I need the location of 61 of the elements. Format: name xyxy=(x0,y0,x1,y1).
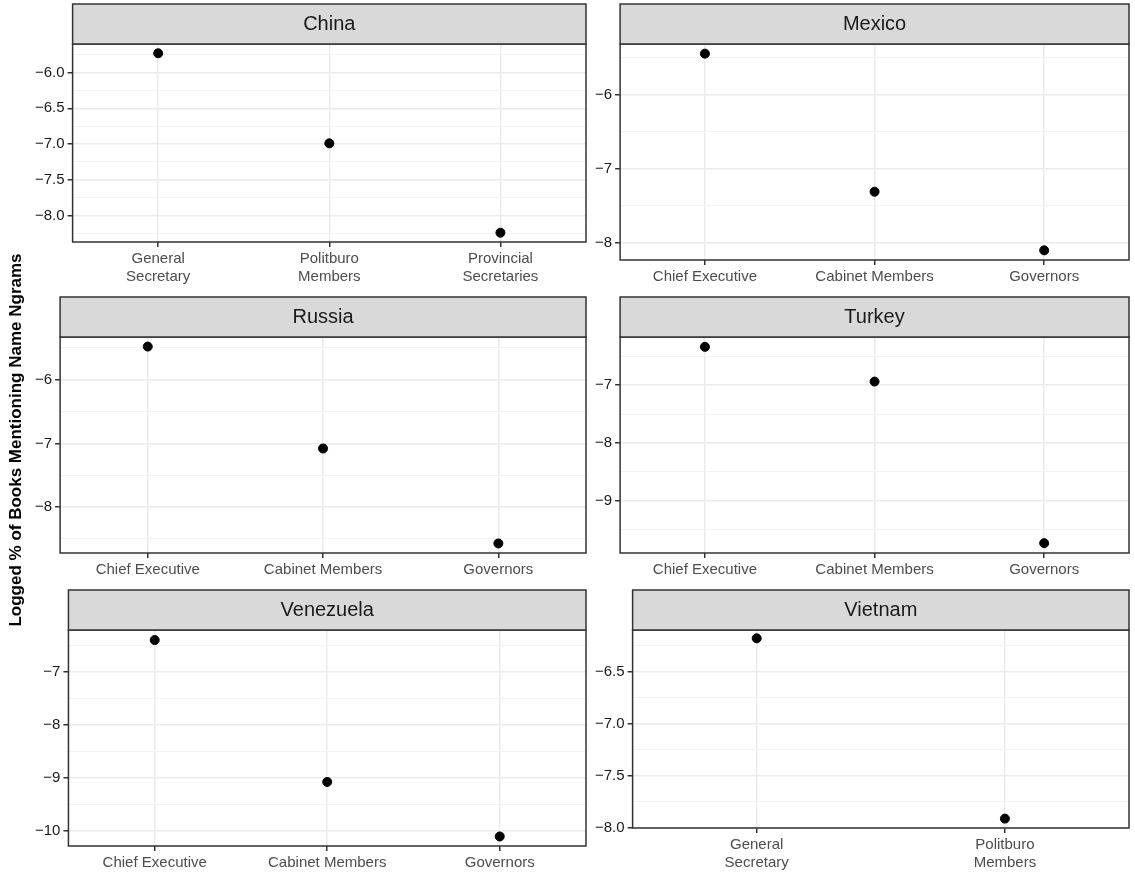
x-tick-label: Cabinet Members xyxy=(263,560,383,578)
y-tick-label: −8 xyxy=(43,714,61,732)
x-tick-label: Governors xyxy=(1009,560,1080,578)
y-tick-label: −8.0 xyxy=(34,205,65,223)
y-tick-label: −6 xyxy=(594,84,613,102)
x-tick-label: Governors xyxy=(464,853,535,871)
x-tick-label: Cabinet Members xyxy=(815,560,934,578)
point xyxy=(495,227,506,238)
y-tick-label: −6.5 xyxy=(34,98,65,116)
x-tick-label: Politburo Members xyxy=(973,835,1037,871)
chart-title: Mexico xyxy=(842,11,907,34)
y-tick-label: −6 xyxy=(34,369,53,387)
point xyxy=(1039,245,1050,256)
x-tick-label: Politburo Members xyxy=(298,249,361,285)
x-tick-label: General Secretary xyxy=(724,835,790,871)
y-tick-label: −7 xyxy=(594,158,613,176)
x-tick-label: Chief Executive xyxy=(95,560,200,578)
y-tick-label: −7.5 xyxy=(594,766,625,784)
chart-title: Turkey xyxy=(844,304,905,327)
point xyxy=(324,138,335,149)
x-tick-label: General Secretary xyxy=(126,249,191,285)
point xyxy=(699,341,710,352)
x-tick-label: Chief Executive xyxy=(652,560,758,578)
y-tick-label: −9 xyxy=(594,491,613,509)
x-tick-label: Cabinet Members xyxy=(815,267,934,285)
y-tick-label: −6.5 xyxy=(594,661,625,679)
x-tick-label: Cabinet Members xyxy=(268,853,387,871)
point xyxy=(869,376,880,387)
chart-title: Venezuela xyxy=(280,597,375,620)
y-tick-label: −10 xyxy=(34,820,61,838)
y-tick-label: −7 xyxy=(34,433,53,451)
chart-title: Vietnam xyxy=(844,597,918,620)
y-axis-title: Logged % of Books Mentioning Name Ngrams xyxy=(6,253,26,627)
x-tick-label: Governors xyxy=(1009,267,1080,285)
point xyxy=(153,48,164,59)
y-tick-label: −7 xyxy=(43,661,61,679)
chart-title: China xyxy=(303,11,357,34)
point xyxy=(142,341,153,352)
point xyxy=(869,186,880,197)
chart-title: Russia xyxy=(292,304,355,327)
y-tick-label: −7.0 xyxy=(34,134,65,152)
point xyxy=(322,776,333,787)
y-tick-label: −8 xyxy=(594,433,613,451)
y-tick-label: −7 xyxy=(594,375,613,393)
point xyxy=(699,48,710,59)
y-tick-label: −7.0 xyxy=(594,713,625,731)
y-tick-label: −7.5 xyxy=(34,169,65,187)
y-tick-label: −6.0 xyxy=(34,62,65,80)
y-tick-label: −8 xyxy=(594,233,613,251)
y-tick-label: −9 xyxy=(43,767,61,785)
point xyxy=(1039,538,1050,549)
x-tick-label: Chief Executive xyxy=(652,267,758,285)
x-tick-label: Provincial Secretaries xyxy=(462,249,539,285)
y-tick-label: −8 xyxy=(34,497,53,515)
point xyxy=(494,831,505,842)
point xyxy=(493,538,504,549)
y-tick-label: −8.0 xyxy=(594,818,625,836)
point xyxy=(318,443,329,454)
point xyxy=(149,635,160,646)
x-tick-label: Governors xyxy=(463,560,534,578)
x-tick-label: Chief Executive xyxy=(102,853,207,871)
